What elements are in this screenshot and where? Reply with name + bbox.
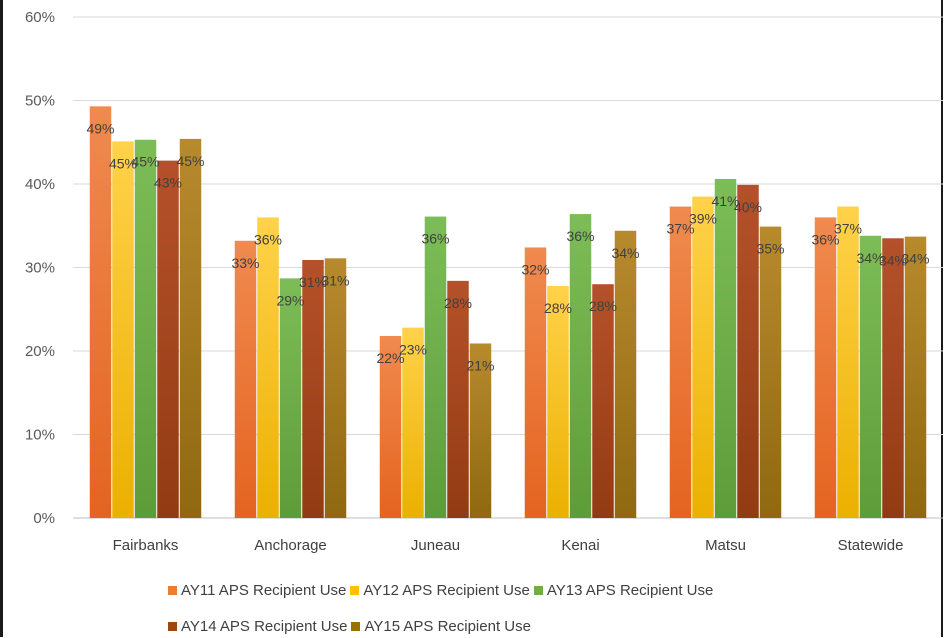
bar <box>882 238 904 518</box>
category-label: Matsu <box>705 537 746 554</box>
data-label: 28% <box>444 295 472 311</box>
data-label: 45% <box>109 155 137 171</box>
bar <box>859 235 882 518</box>
data-label: 29% <box>276 292 304 308</box>
category-label: Fairbanks <box>113 537 179 554</box>
data-label: 37% <box>666 221 694 237</box>
data-label: 34% <box>611 245 639 261</box>
bar <box>324 258 347 518</box>
data-label: 33% <box>231 255 259 271</box>
bar <box>547 285 569 518</box>
bar <box>469 343 492 518</box>
legend-item-ay12: AY12 APS Recipient Use <box>350 581 530 599</box>
bar-chart: 0%10%20%30%40%50%60% 49%45%45%43%45%33%3… <box>25 9 943 554</box>
legend-swatch-ay13 <box>533 585 543 595</box>
legend-swatch-ay11 <box>168 585 177 595</box>
data-label: 45% <box>176 153 204 169</box>
legend-label-ay14: AY14 APS Recipient Use <box>181 617 348 635</box>
data-label: 35% <box>756 241 784 257</box>
bar <box>134 139 157 518</box>
data-label: 49% <box>86 120 114 136</box>
bar <box>904 236 927 519</box>
bar <box>692 196 714 518</box>
data-label: 23% <box>399 342 427 358</box>
y-tick-label: 10% <box>25 427 55 444</box>
bar <box>302 259 324 518</box>
data-label: 34% <box>901 251 929 267</box>
bar <box>112 141 134 519</box>
data-label: 41% <box>711 193 739 209</box>
bar <box>234 240 257 518</box>
category-label: Statewide <box>838 537 904 554</box>
data-labels: 49%45%45%43%45%33%36%29%31%31%22%23%36%2… <box>86 120 929 373</box>
x-axis-categories: Fairbanks Anchorage Juneau Kenai Matsu Statew… <box>113 537 904 554</box>
legend-label-ay15: AY15 APS Recipient Use <box>364 617 531 635</box>
data-label: 21% <box>466 357 494 373</box>
data-label: 39% <box>689 211 717 227</box>
y-tick-label: 20% <box>25 343 55 360</box>
bar <box>89 106 112 518</box>
legend-item-ay14: AY14 APS Recipient Use <box>168 618 347 635</box>
legend-swatch-ay12 <box>350 585 360 595</box>
data-label: 40% <box>734 199 762 215</box>
data-label: 32% <box>521 261 549 277</box>
data-label: 36% <box>811 231 839 247</box>
category-label: Anchorage <box>254 537 327 554</box>
legend-row-2: AY14 APS Recipient Use AY15 APS Recipien… <box>168 614 868 638</box>
data-label: 45% <box>131 154 159 170</box>
legend-label-ay12: AY12 APS Recipient Use <box>363 581 530 599</box>
bar <box>447 280 469 518</box>
data-label: 28% <box>544 300 572 316</box>
bar <box>759 226 782 518</box>
data-label: 31% <box>299 274 327 290</box>
bar <box>814 217 837 518</box>
gridlines <box>73 16 943 519</box>
legend-row-1: AY11 APS Recipient Use AY12 APS Recipien… <box>168 578 868 602</box>
legend-label-ay13: AY13 APS Recipient Use <box>546 581 714 599</box>
y-tick-label: 60% <box>25 9 55 26</box>
data-label: 34% <box>879 252 907 268</box>
bar <box>737 184 759 518</box>
bar <box>714 178 737 519</box>
category-label: Juneau <box>411 537 460 554</box>
bar <box>614 230 637 518</box>
bar <box>279 278 302 518</box>
bar <box>837 206 859 519</box>
bar <box>257 217 279 518</box>
data-label: 34% <box>856 250 884 266</box>
legend-item-ay11: AY11 APS Recipient Use <box>168 582 346 599</box>
bar <box>592 284 614 518</box>
bar <box>524 247 547 518</box>
legend-item-ay13: AY13 APS Recipient Use <box>533 581 714 599</box>
data-label: 36% <box>566 228 594 244</box>
y-axis-ticks: 0% 10% 20% 30% 40% 50% 60% <box>25 9 55 527</box>
data-label: 36% <box>421 231 449 247</box>
bar <box>424 216 447 518</box>
data-label: 22% <box>376 350 404 366</box>
y-tick-label: 40% <box>25 176 55 193</box>
y-tick-label: 50% <box>25 93 55 110</box>
legend-swatch-ay15 <box>351 621 361 631</box>
category-label: Kenai <box>561 537 599 554</box>
data-label: 31% <box>321 272 349 288</box>
bar <box>179 138 202 518</box>
y-tick-label: 0% <box>33 510 55 527</box>
legend-label-ay11: AY11 APS Recipient Use <box>181 581 347 599</box>
bar <box>402 327 424 518</box>
bars <box>89 106 927 519</box>
bar <box>669 206 692 519</box>
bar <box>569 214 592 518</box>
data-label: 37% <box>834 221 862 237</box>
legend-swatch-ay14 <box>168 621 177 631</box>
legend-item-ay15: AY15 APS Recipient Use <box>351 617 531 635</box>
y-tick-label: 30% <box>25 260 55 277</box>
data-label: 28% <box>589 298 617 314</box>
bar <box>157 160 179 518</box>
data-label: 43% <box>154 175 182 191</box>
bar <box>379 335 402 518</box>
data-label: 36% <box>254 231 282 247</box>
legend: AY11 APS Recipient Use AY12 APS Recipien… <box>168 578 868 638</box>
